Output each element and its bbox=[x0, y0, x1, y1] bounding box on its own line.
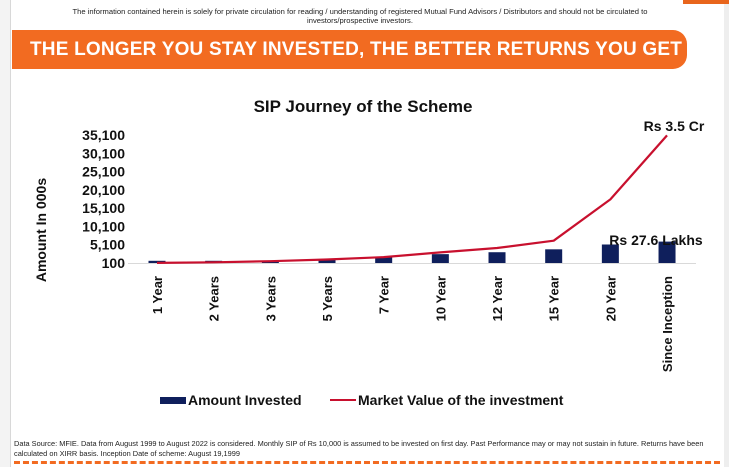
headline-banner: THE LONGER YOU STAY INVESTED, THE BETTER… bbox=[12, 30, 687, 69]
invested-bars bbox=[148, 241, 676, 263]
x-tick-label: 5 Years bbox=[320, 276, 335, 321]
x-tick-label: 2 Years bbox=[207, 276, 222, 321]
legend-item-market-value: Market Value of the investment bbox=[330, 392, 563, 408]
bottom-dashed-border bbox=[14, 461, 720, 464]
y-tick-label: 30,100 bbox=[82, 145, 125, 161]
invested-bar bbox=[431, 254, 449, 263]
legend-label-market-value: Market Value of the investment bbox=[358, 392, 564, 408]
invested-bar bbox=[658, 241, 676, 263]
legend-swatch-line bbox=[330, 399, 356, 401]
x-tick-label: 1 Year bbox=[150, 276, 165, 314]
y-axis-label: Amount In 000s bbox=[33, 178, 49, 282]
y-tick-label: 15,100 bbox=[82, 200, 125, 216]
x-axis-ticks: 1 Year 2 Years 3 Years 5 Years 7 Year 10 Year… bbox=[150, 276, 675, 372]
y-axis-ticks: 35,100 30,100 25,100 20,100 15,100 10,100 5,10… bbox=[82, 127, 125, 271]
chart-legend: Amount Invested Market Value of the inve… bbox=[160, 392, 640, 412]
y-tick-label: 25,100 bbox=[82, 164, 125, 180]
x-tick-label: 10 Year bbox=[433, 276, 448, 321]
x-tick-label: Since Inception bbox=[660, 276, 675, 372]
y-tick-label: 35,100 bbox=[82, 127, 125, 143]
x-tick-label: 15 Year bbox=[547, 276, 562, 321]
x-tick-label: 7 Year bbox=[377, 276, 392, 314]
top-accent-bar bbox=[683, 0, 729, 4]
x-tick-label: 20 Year bbox=[603, 276, 618, 321]
disclaimer-text: The information contained herein is sole… bbox=[72, 7, 648, 25]
legend-label-amount-invested: Amount Invested bbox=[188, 392, 302, 408]
invested-bar bbox=[375, 257, 393, 263]
x-tick-label: 3 Years bbox=[263, 276, 278, 321]
invested-bar bbox=[488, 252, 506, 263]
invested-bar bbox=[601, 244, 619, 263]
left-edge-strip bbox=[0, 0, 11, 467]
y-tick-label: 100 bbox=[102, 255, 126, 271]
right-edge-strip bbox=[724, 0, 729, 467]
legend-swatch-bar bbox=[160, 396, 186, 404]
y-tick-label: 10,100 bbox=[82, 218, 125, 234]
chart-title: SIP Journey of the Scheme bbox=[254, 97, 473, 116]
invested-bar bbox=[545, 249, 563, 263]
data-source-footnote: Data Source: MFIE. Data from August 1999… bbox=[14, 439, 704, 458]
annotation-amount-invested: Rs 27.6 Lakhs bbox=[609, 232, 703, 248]
market-value-line bbox=[156, 134, 668, 264]
legend-item-amount-invested: Amount Invested bbox=[160, 392, 302, 408]
invested-bar bbox=[318, 258, 336, 263]
headline-text: THE LONGER YOU STAY INVESTED, THE BETTER… bbox=[30, 39, 683, 60]
y-tick-label: 5,100 bbox=[90, 237, 125, 253]
y-tick-label: 20,100 bbox=[82, 182, 125, 198]
annotation-market-value: Rs 3.5 Cr bbox=[644, 118, 705, 134]
x-tick-label: 12 Year bbox=[490, 276, 505, 321]
